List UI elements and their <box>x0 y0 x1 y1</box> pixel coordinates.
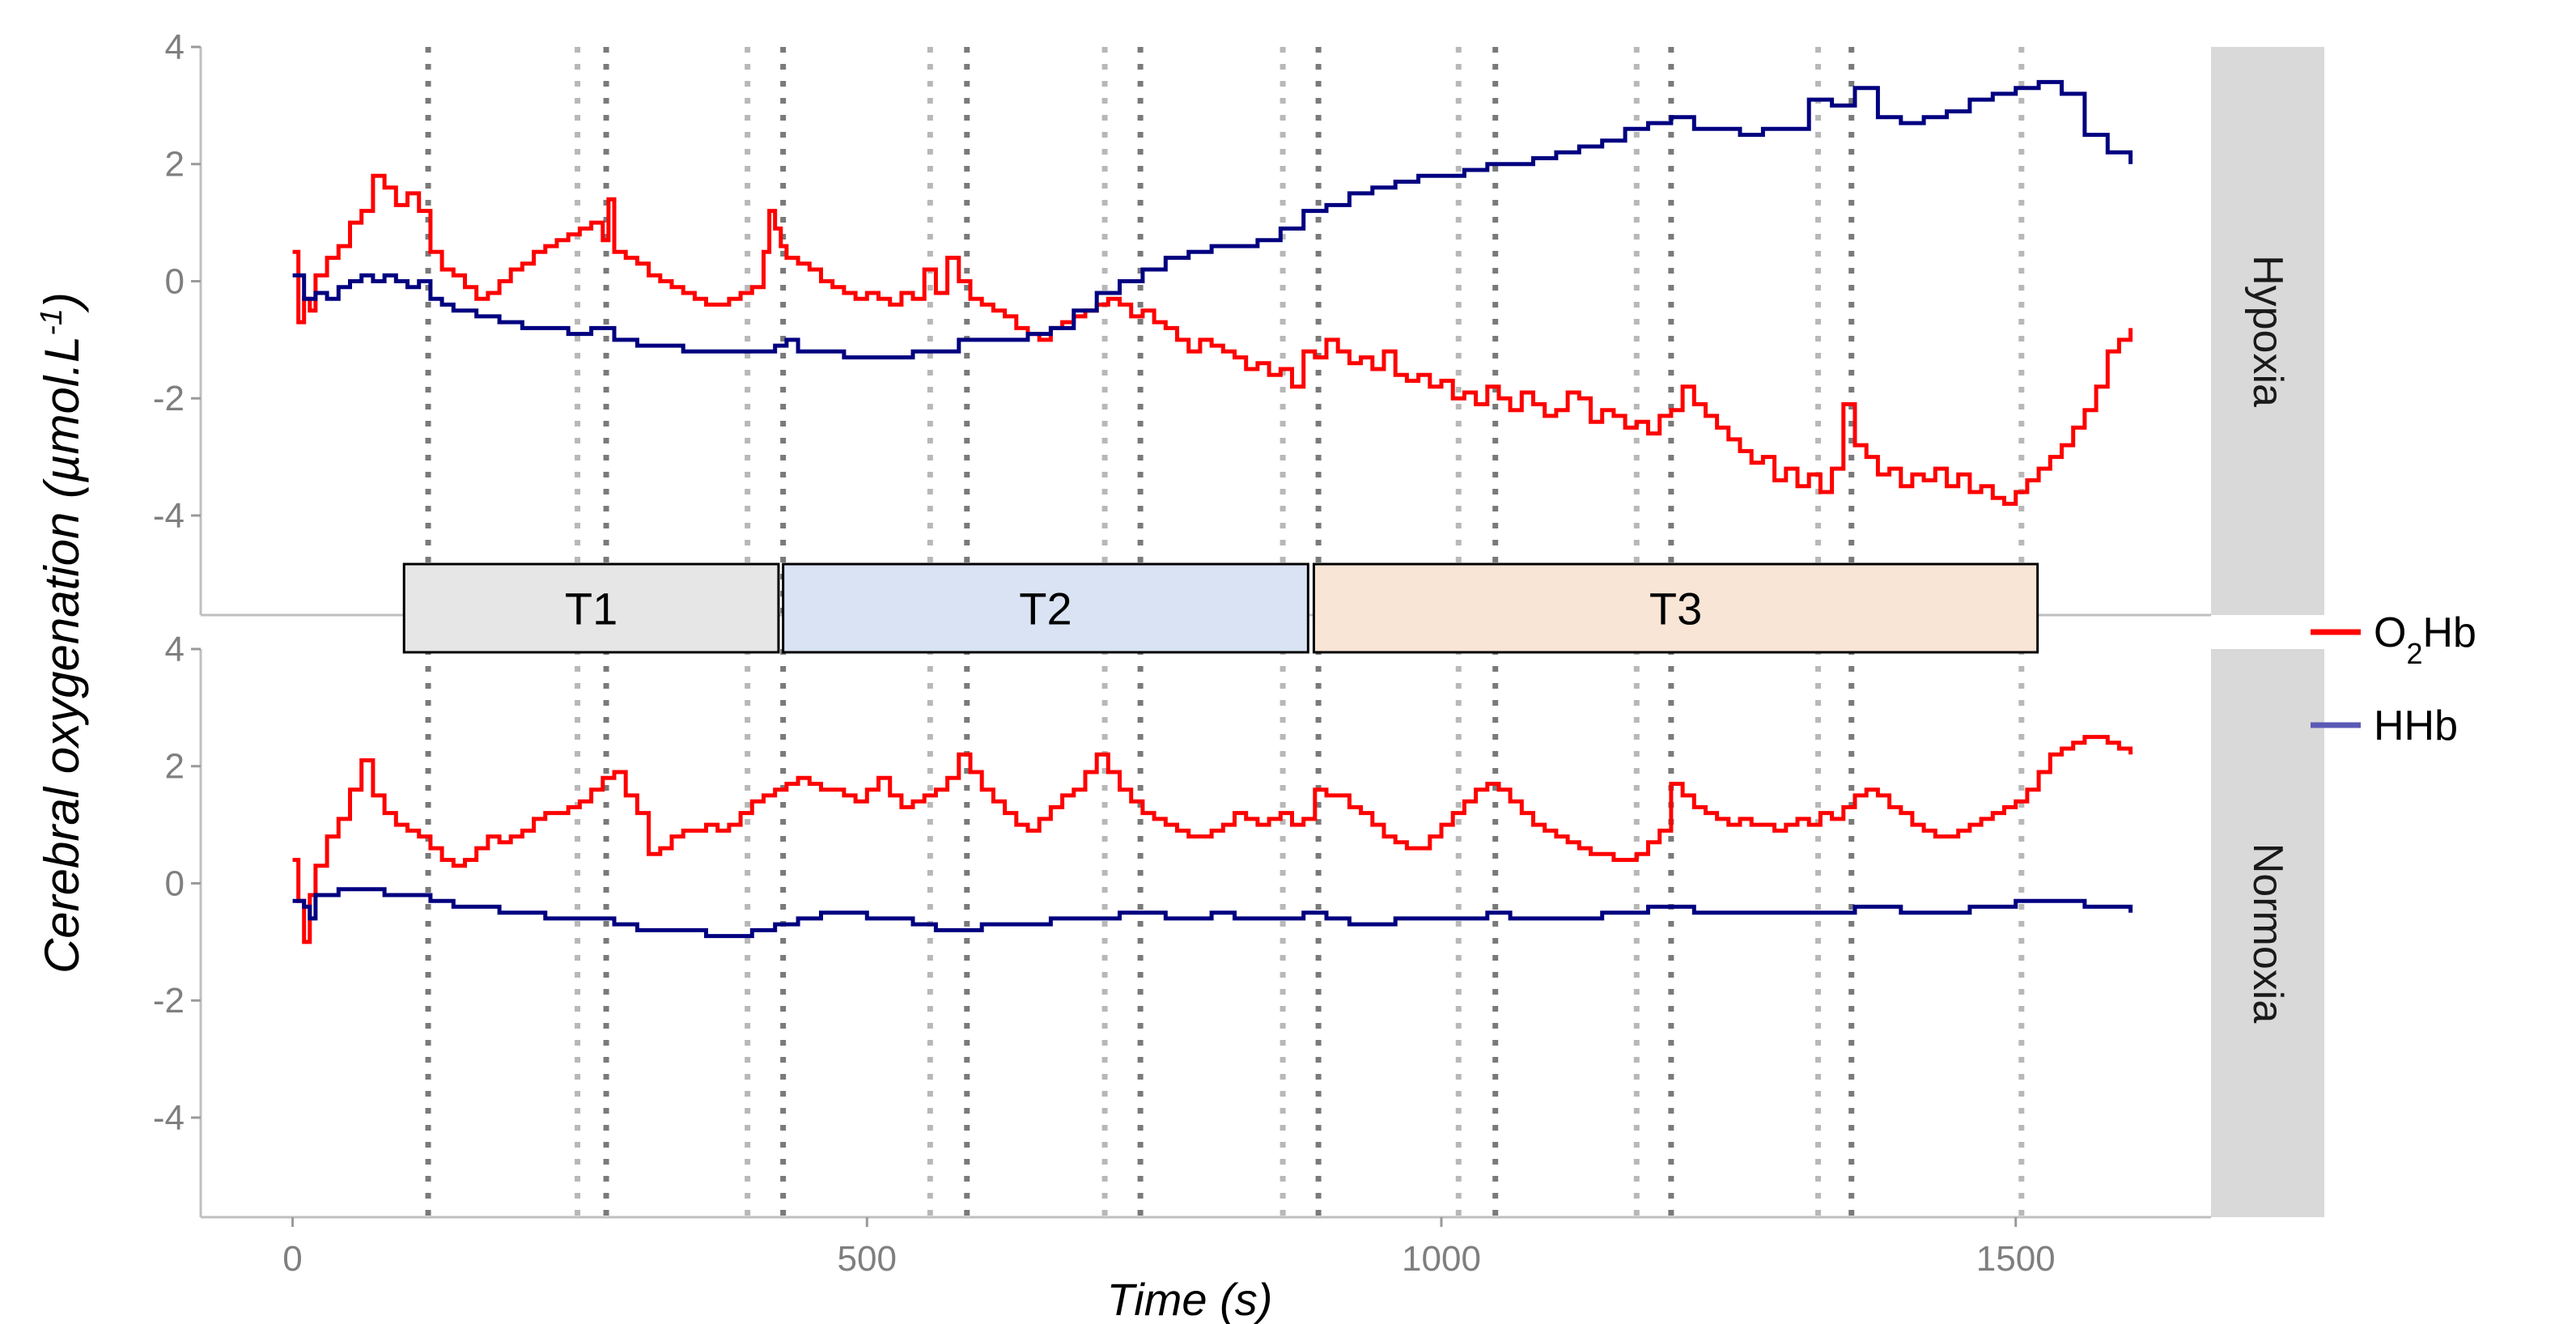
series-line-o2hb <box>292 735 2133 944</box>
y-tick-label: 2 <box>165 145 185 185</box>
series <box>292 79 2133 944</box>
y-axis-label-main: Cerebral oxygenation (µmol.L <box>35 336 89 974</box>
x-tick-label: 0 <box>282 1239 302 1279</box>
phase-box-t2 <box>782 562 1309 654</box>
facet-strips: Hypoxia Normoxia <box>2211 47 2324 1217</box>
y-tick-label: 4 <box>165 630 185 669</box>
y-axis-label-sup: -1 <box>35 308 69 336</box>
legend-label-o2hb: O2Hb <box>2374 609 2476 670</box>
facet-label-hypoxia: Hypoxia <box>2244 255 2291 407</box>
x-tick-label: 1000 <box>1402 1239 1481 1279</box>
phase-boxes: T1 T2 T3 <box>402 562 2039 654</box>
y-tick-label: 0 <box>165 864 185 903</box>
x-tick-label: 1500 <box>1976 1239 2056 1279</box>
y-tick-label: 2 <box>165 747 185 787</box>
x-tick-label: 500 <box>838 1239 897 1279</box>
series-line-o2hb <box>292 173 2133 506</box>
facet-strip <box>2211 47 2324 615</box>
y-axis-label: Cerebral oxygenation (µmol.L-1) <box>35 292 89 974</box>
y-tick-label: -2 <box>153 379 185 418</box>
phase-label-t2: T2 <box>1019 583 1072 634</box>
legend-label-hhb: HHb <box>2374 702 2458 749</box>
y-tick-label: 0 <box>165 261 185 301</box>
phase-box-t3 <box>1312 562 2039 654</box>
series-line-hhb <box>292 79 2133 360</box>
legend: O2Hb HHb <box>2311 609 2476 749</box>
y-tick-label: -4 <box>153 1098 185 1138</box>
phase-label-t3: T3 <box>1649 583 1702 634</box>
facet-strip <box>2211 649 2324 1217</box>
phase-box-t1 <box>402 562 780 654</box>
y-tick-label: -4 <box>153 496 185 536</box>
facet-label-normoxia: Normoxia <box>2244 843 2291 1024</box>
phase-label-t1: T1 <box>565 583 617 634</box>
x-axis-label: Time (s) <box>1107 1274 1273 1324</box>
series-line-hhb <box>292 887 2133 939</box>
y-tick-label: 4 <box>165 28 185 67</box>
y-tick-label: -2 <box>153 981 185 1021</box>
